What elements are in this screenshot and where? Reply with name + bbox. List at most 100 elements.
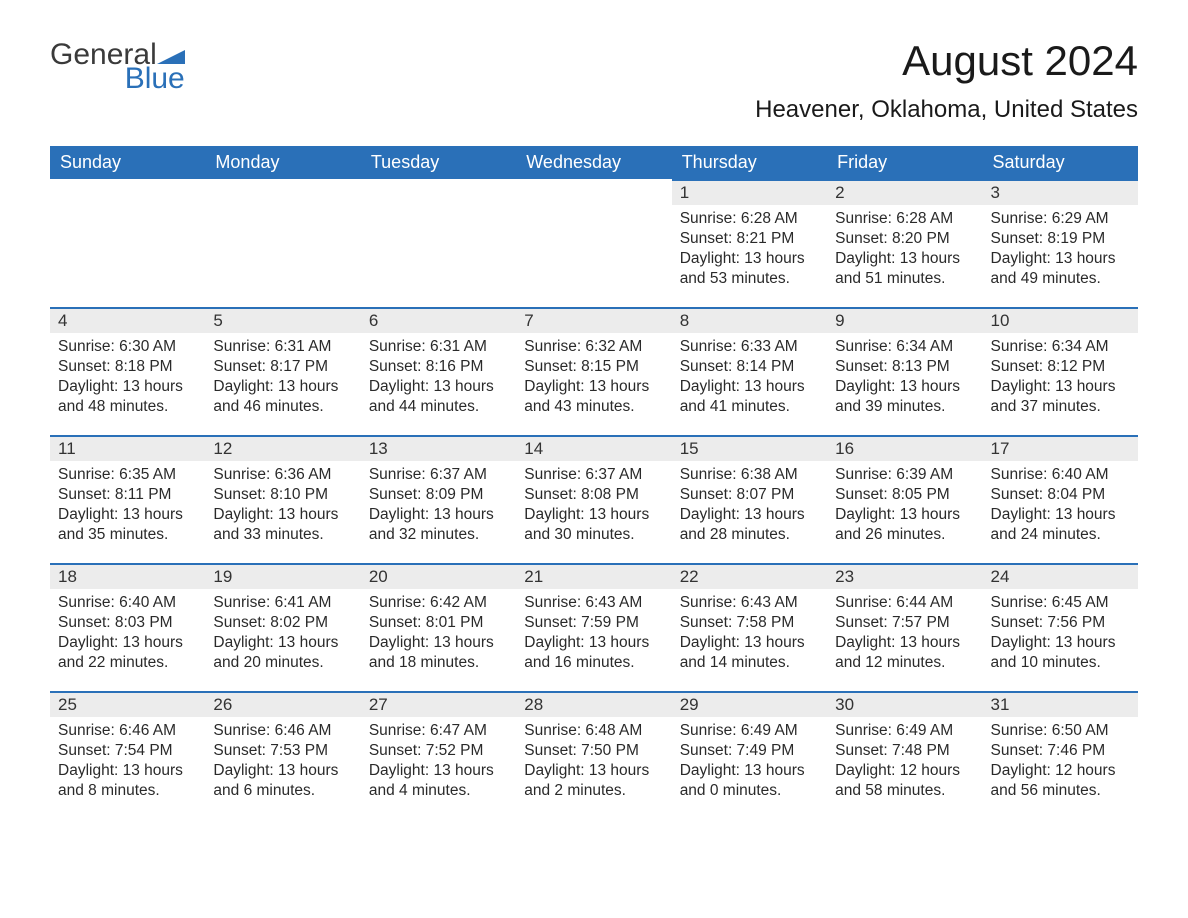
month-title: August 2024 [755,40,1138,82]
sunset-line: Sunset: 8:19 PM [991,229,1130,249]
sunset-line: Sunset: 8:03 PM [58,613,197,633]
sunset-line: Sunset: 8:05 PM [835,485,974,505]
sunrise-line: Sunrise: 6:34 AM [991,337,1130,357]
sunset-line: Sunset: 8:15 PM [524,357,663,377]
day-number: 14 [516,435,671,461]
calendar-day: 23Sunrise: 6:44 AMSunset: 7:57 PMDayligh… [827,563,982,691]
calendar-day: 1Sunrise: 6:28 AMSunset: 8:21 PMDaylight… [672,179,827,307]
sunset-line: Sunset: 8:13 PM [835,357,974,377]
weekday-header: Sunday [50,146,205,179]
calendar-day: 7Sunrise: 6:32 AMSunset: 8:15 PMDaylight… [516,307,671,435]
weekday-header: Friday [827,146,982,179]
sunset-line: Sunset: 8:07 PM [680,485,819,505]
day-body: Sunrise: 6:43 AMSunset: 7:58 PMDaylight:… [672,589,827,682]
sunrise-line: Sunrise: 6:42 AM [369,593,508,613]
daylight-line: Daylight: 13 hours and 46 minutes. [213,377,352,417]
daylight-line: Daylight: 13 hours and 12 minutes. [835,633,974,673]
day-number: 28 [516,691,671,717]
sunrise-line: Sunrise: 6:37 AM [524,465,663,485]
day-number: 16 [827,435,982,461]
brand-logo: General Blue [50,40,185,94]
day-number: 20 [361,563,516,589]
day-body: Sunrise: 6:28 AMSunset: 8:21 PMDaylight:… [672,205,827,298]
day-number: 29 [672,691,827,717]
sunset-line: Sunset: 8:14 PM [680,357,819,377]
day-body: Sunrise: 6:36 AMSunset: 8:10 PMDaylight:… [205,461,360,554]
weekday-header: Tuesday [361,146,516,179]
sunrise-line: Sunrise: 6:35 AM [58,465,197,485]
day-body: Sunrise: 6:28 AMSunset: 8:20 PMDaylight:… [827,205,982,298]
calendar-day: 21Sunrise: 6:43 AMSunset: 7:59 PMDayligh… [516,563,671,691]
day-number: 13 [361,435,516,461]
sunset-line: Sunset: 7:59 PM [524,613,663,633]
sunrise-line: Sunrise: 6:50 AM [991,721,1130,741]
sunrise-line: Sunrise: 6:40 AM [58,593,197,613]
calendar-week: 11Sunrise: 6:35 AMSunset: 8:11 PMDayligh… [50,435,1138,563]
calendar-day: 15Sunrise: 6:38 AMSunset: 8:07 PMDayligh… [672,435,827,563]
daylight-line: Daylight: 13 hours and 20 minutes. [213,633,352,673]
weekday-header: Monday [205,146,360,179]
sunset-line: Sunset: 7:56 PM [991,613,1130,633]
daylight-line: Daylight: 13 hours and 14 minutes. [680,633,819,673]
day-body: Sunrise: 6:47 AMSunset: 7:52 PMDaylight:… [361,717,516,810]
calendar-day: 20Sunrise: 6:42 AMSunset: 8:01 PMDayligh… [361,563,516,691]
day-number: 21 [516,563,671,589]
sunrise-line: Sunrise: 6:31 AM [369,337,508,357]
day-body: Sunrise: 6:31 AMSunset: 8:17 PMDaylight:… [205,333,360,426]
calendar-day: 27Sunrise: 6:47 AMSunset: 7:52 PMDayligh… [361,691,516,819]
daylight-line: Daylight: 13 hours and 43 minutes. [524,377,663,417]
daylight-line: Daylight: 13 hours and 30 minutes. [524,505,663,545]
calendar-day: 6Sunrise: 6:31 AMSunset: 8:16 PMDaylight… [361,307,516,435]
calendar-week: 1Sunrise: 6:28 AMSunset: 8:21 PMDaylight… [50,179,1138,307]
sunrise-line: Sunrise: 6:28 AM [680,209,819,229]
sunset-line: Sunset: 8:11 PM [58,485,197,505]
day-body: Sunrise: 6:34 AMSunset: 8:12 PMDaylight:… [983,333,1138,426]
day-body: Sunrise: 6:38 AMSunset: 8:07 PMDaylight:… [672,461,827,554]
day-number: 4 [50,307,205,333]
daylight-line: Daylight: 13 hours and 37 minutes. [991,377,1130,417]
calendar-day: 13Sunrise: 6:37 AMSunset: 8:09 PMDayligh… [361,435,516,563]
day-number: 17 [983,435,1138,461]
calendar-day: 30Sunrise: 6:49 AMSunset: 7:48 PMDayligh… [827,691,982,819]
calendar-day: 19Sunrise: 6:41 AMSunset: 8:02 PMDayligh… [205,563,360,691]
daylight-line: Daylight: 13 hours and 0 minutes. [680,761,819,801]
calendar-header: SundayMondayTuesdayWednesdayThursdayFrid… [50,146,1138,179]
day-body: Sunrise: 6:43 AMSunset: 7:59 PMDaylight:… [516,589,671,682]
sunrise-line: Sunrise: 6:32 AM [524,337,663,357]
sunrise-line: Sunrise: 6:28 AM [835,209,974,229]
day-body: Sunrise: 6:39 AMSunset: 8:05 PMDaylight:… [827,461,982,554]
day-body: Sunrise: 6:40 AMSunset: 8:03 PMDaylight:… [50,589,205,682]
day-number: 5 [205,307,360,333]
calendar-week: 4Sunrise: 6:30 AMSunset: 8:18 PMDaylight… [50,307,1138,435]
weekday-header: Saturday [983,146,1138,179]
sunset-line: Sunset: 8:20 PM [835,229,974,249]
daylight-line: Daylight: 13 hours and 26 minutes. [835,505,974,545]
sunset-line: Sunset: 8:02 PM [213,613,352,633]
sunset-line: Sunset: 7:49 PM [680,741,819,761]
calendar-day: 24Sunrise: 6:45 AMSunset: 7:56 PMDayligh… [983,563,1138,691]
sunrise-line: Sunrise: 6:34 AM [835,337,974,357]
location: Heavener, Oklahoma, United States [755,96,1138,124]
daylight-line: Daylight: 13 hours and 16 minutes. [524,633,663,673]
day-number: 2 [827,179,982,205]
daylight-line: Daylight: 13 hours and 2 minutes. [524,761,663,801]
calendar-day: 29Sunrise: 6:49 AMSunset: 7:49 PMDayligh… [672,691,827,819]
day-body: Sunrise: 6:49 AMSunset: 7:49 PMDaylight:… [672,717,827,810]
sunset-line: Sunset: 7:57 PM [835,613,974,633]
daylight-line: Daylight: 13 hours and 8 minutes. [58,761,197,801]
day-body: Sunrise: 6:37 AMSunset: 8:08 PMDaylight:… [516,461,671,554]
calendar-day: 12Sunrise: 6:36 AMSunset: 8:10 PMDayligh… [205,435,360,563]
calendar-table: SundayMondayTuesdayWednesdayThursdayFrid… [50,146,1138,819]
daylight-line: Daylight: 13 hours and 51 minutes. [835,249,974,289]
sunset-line: Sunset: 8:12 PM [991,357,1130,377]
sunrise-line: Sunrise: 6:33 AM [680,337,819,357]
calendar-day: 5Sunrise: 6:31 AMSunset: 8:17 PMDaylight… [205,307,360,435]
day-number: 18 [50,563,205,589]
sunrise-line: Sunrise: 6:48 AM [524,721,663,741]
day-number: 6 [361,307,516,333]
sunrise-line: Sunrise: 6:36 AM [213,465,352,485]
calendar-day: 3Sunrise: 6:29 AMSunset: 8:19 PMDaylight… [983,179,1138,307]
daylight-line: Daylight: 13 hours and 10 minutes. [991,633,1130,673]
day-number: 1 [672,179,827,205]
day-number: 30 [827,691,982,717]
